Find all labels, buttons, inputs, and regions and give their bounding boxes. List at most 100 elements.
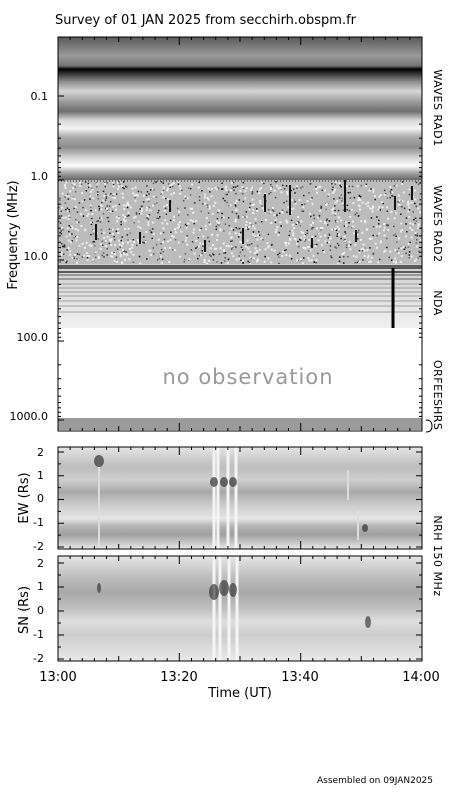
rad2-speckle — [73, 198, 76, 201]
rad2-speckle — [332, 228, 335, 231]
rad2-speckle — [58, 215, 61, 217]
rad2-speckle — [304, 240, 306, 242]
rad2-speckle — [412, 211, 414, 213]
rad2-speckle — [252, 257, 255, 260]
rad2-speckle — [320, 243, 323, 246]
freq-tick: 10.0 — [24, 250, 49, 263]
rad2-speckle — [396, 241, 398, 243]
rad2-speckle — [140, 212, 143, 215]
rad2-speckle — [358, 194, 361, 197]
rad2-speckle — [305, 233, 307, 236]
rad2-speckle — [132, 239, 135, 241]
rad2-speckle — [360, 248, 363, 251]
rad2-speckle — [334, 219, 337, 222]
rad2-speckle — [394, 233, 397, 235]
rad2-speckle — [414, 222, 416, 225]
rad2-speckle — [202, 235, 205, 238]
rad2-speckle — [368, 189, 371, 192]
rad2-speckle — [250, 224, 253, 226]
rad2-speckle — [132, 253, 135, 256]
rad2-speckle — [324, 202, 327, 205]
rad2-speckle — [283, 201, 285, 204]
rad2-speckle — [379, 225, 382, 228]
rad2-speckle — [290, 189, 292, 192]
rad2-speckle — [230, 227, 233, 230]
rad2-speckle — [207, 236, 209, 239]
rad2-speckle — [297, 216, 300, 219]
rad2-speckle — [316, 191, 318, 194]
rad2-speckle — [400, 247, 403, 250]
rad2-speckle — [66, 260, 68, 263]
rad2-speckle — [336, 200, 339, 202]
rad2-speckle — [331, 228, 334, 231]
rad2-speckle — [178, 210, 180, 213]
rad2-speckle — [405, 252, 407, 255]
rad2-speckle — [399, 260, 402, 263]
rad2-speckle — [334, 201, 337, 204]
rad2-speckle — [297, 259, 299, 262]
rad2-speckle — [283, 188, 286, 190]
rad2-speckle — [172, 182, 175, 185]
rad2-speckle — [374, 198, 376, 201]
rad2-speckle — [126, 241, 129, 244]
ew-tick: -2 — [33, 540, 44, 553]
instrument-labels: WAVES RAD1 WAVES RAD2 NDA ORFEES HRS — [425, 69, 444, 433]
rad2-speckle — [208, 207, 211, 210]
rad2-speckle — [98, 209, 101, 211]
rad2-speckle — [169, 219, 172, 222]
rad2-speckle — [125, 186, 128, 188]
rad2-speckle — [234, 202, 237, 205]
rad2-speckle — [133, 222, 136, 224]
rad2-speckle — [332, 190, 335, 193]
rad2-speckle — [172, 215, 175, 218]
rad2-speckle — [178, 225, 181, 228]
rad2-speckle — [258, 234, 261, 236]
rad2-speckle — [152, 232, 155, 235]
rad2-speckle — [166, 189, 169, 192]
rad2-speckle — [221, 212, 223, 215]
rad2-speckle — [241, 259, 244, 262]
rad2-speckle — [116, 220, 119, 223]
rad2-speckle — [273, 214, 276, 216]
rad2-speckle — [359, 208, 362, 211]
rad2-speckle — [88, 244, 91, 247]
rad2-speckle — [90, 223, 93, 226]
rad2-speckle — [215, 188, 218, 191]
rad2-speckle — [297, 240, 299, 243]
rad2-speckle — [270, 248, 273, 251]
rad2-speckle — [103, 194, 106, 197]
rad2-speckle — [409, 241, 411, 244]
rad2-speckle — [328, 234, 331, 237]
rad2-speckle — [215, 225, 218, 228]
rad2-speckle — [234, 203, 237, 206]
rad2-speckle — [204, 196, 206, 199]
rad2-speckle — [337, 262, 340, 265]
rad2-speckle — [65, 181, 68, 184]
rad2-speckle — [65, 235, 68, 238]
rad2-speckle — [129, 240, 132, 243]
rad2-speckle — [150, 254, 153, 256]
rad2-speckle — [179, 187, 182, 190]
rad2-speckle — [114, 244, 117, 247]
rad2-speckle — [372, 234, 374, 237]
rad2-speckle — [358, 250, 361, 252]
rad2-speckle — [252, 231, 255, 233]
rad2-speckle — [308, 259, 311, 262]
instrument-label-rad2: WAVES RAD2 — [431, 185, 444, 262]
rad2-speckle — [260, 181, 263, 184]
rad2-speckle — [370, 256, 373, 259]
rad2-speckle — [106, 248, 108, 250]
rad2-speckle — [148, 206, 150, 208]
rad2-speckle — [185, 226, 188, 229]
rad2-speckle — [415, 258, 418, 261]
rad2-speckle — [207, 198, 210, 201]
rad2-speckle — [414, 217, 417, 219]
rad2-speckle — [198, 229, 201, 231]
rad2-speckle — [88, 184, 91, 187]
rad2-speckle — [346, 209, 348, 211]
rad2-speckle — [217, 223, 219, 226]
rad2-speckle — [319, 209, 322, 212]
rad2-speckle — [225, 188, 228, 191]
rad2-speckle — [167, 187, 169, 190]
rad2-speckle — [113, 197, 116, 199]
